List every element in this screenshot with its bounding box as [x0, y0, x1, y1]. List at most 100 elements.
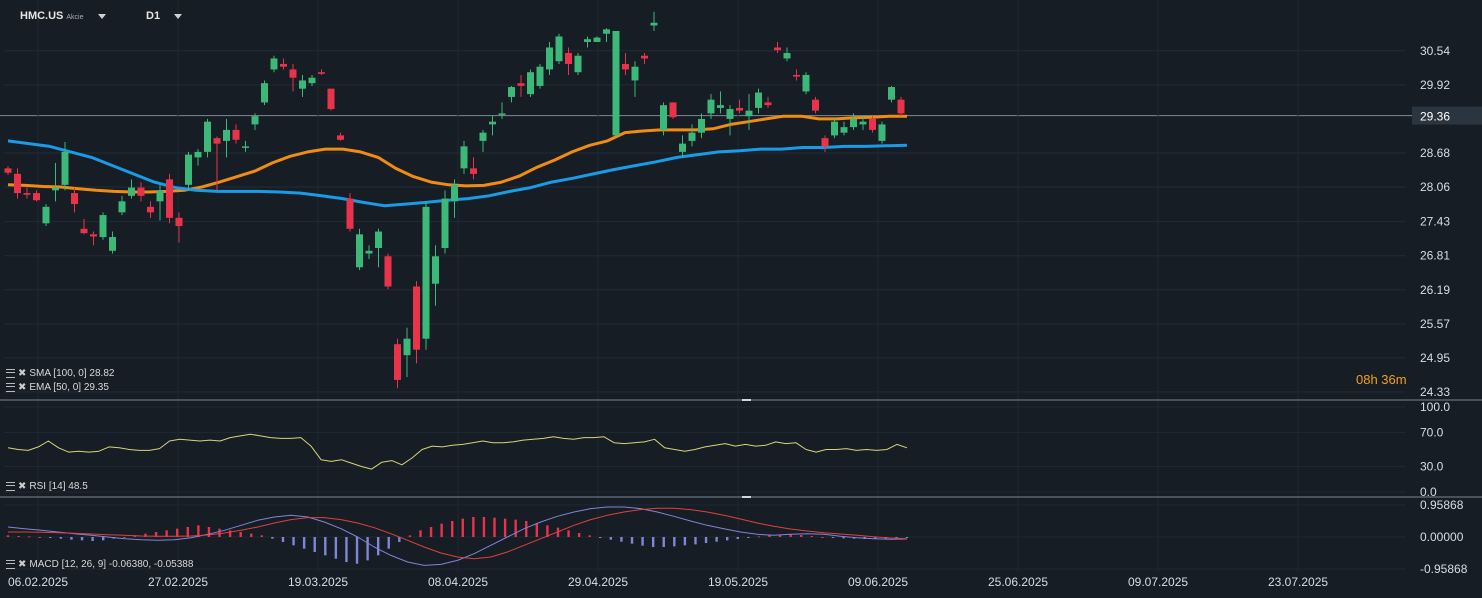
- candle: [280, 58, 287, 70]
- macd-histogram-bar: [778, 534, 782, 537]
- candle: [783, 47, 791, 62]
- rsi-legend[interactable]: ✖ RSI [14] 48.5: [6, 481, 88, 492]
- candle: [755, 88, 762, 114]
- settings-icon[interactable]: [6, 482, 15, 491]
- price-tick-label: 26.81: [1420, 249, 1450, 263]
- price-grid: [0, 0, 1412, 572]
- candle: [422, 201, 430, 350]
- candle: [128, 179, 135, 199]
- candle: [175, 212, 183, 243]
- candle-body: [489, 121, 496, 125]
- candle: [99, 212, 107, 240]
- candle: [479, 129, 487, 152]
- pane-resize-handle: [742, 496, 751, 498]
- candle: [631, 61, 639, 97]
- macd-histogram-bar: [144, 533, 147, 537]
- close-icon[interactable]: ✖: [18, 368, 27, 379]
- macd-legend[interactable]: ✖ MACD [12, 26, 9] -0.06380, -0.05388: [6, 559, 193, 570]
- close-icon[interactable]: ✖: [18, 559, 27, 570]
- candle-body: [669, 102, 677, 118]
- symbol-chevron-down-icon[interactable]: [98, 14, 106, 19]
- price-tick-label: 26.19: [1420, 283, 1450, 297]
- candle: [384, 253, 392, 290]
- candle-body: [346, 198, 354, 229]
- price-tick-label: 30.54: [1420, 44, 1450, 58]
- macd-histogram-bar: [239, 531, 242, 537]
- macd-histogram-bar: [726, 537, 729, 541]
- rsi-tick-label: 30.0: [1420, 460, 1444, 474]
- timeframe-chevron-down-icon[interactable]: [174, 14, 182, 19]
- candle-body: [660, 105, 667, 130]
- candle-body: [565, 52, 572, 64]
- candle-body: [603, 29, 610, 34]
- candle-body: [147, 206, 154, 213]
- candle-body: [280, 63, 287, 67]
- macd-histogram-bar: [651, 537, 655, 548]
- sma-legend[interactable]: ✖ SMA [100, 0] 28.82: [6, 368, 114, 379]
- time-tick-label: 27.02.2025: [148, 575, 208, 589]
- candle-body: [33, 193, 40, 201]
- candle: [460, 140, 468, 174]
- settings-icon[interactable]: [6, 369, 15, 378]
- candle: [451, 179, 458, 218]
- candle-body: [631, 66, 639, 81]
- candle-body: [23, 193, 31, 195]
- macd-histogram-bar: [514, 519, 517, 537]
- macd-histogram-bar: [556, 527, 560, 537]
- candle: [375, 228, 382, 268]
- candle: [52, 162, 59, 202]
- macd-tick-label: -0.95868: [1420, 562, 1468, 576]
- candle: [802, 72, 810, 95]
- close-icon[interactable]: ✖: [18, 481, 27, 492]
- symbol-selector[interactable]: HMC.US Akcie: [20, 10, 84, 22]
- candle: [764, 96, 772, 108]
- candle-body: [774, 47, 781, 51]
- candle: [593, 36, 601, 42]
- macd-histogram-bar: [810, 535, 814, 537]
- candle-body: [109, 237, 116, 251]
- candle: [223, 118, 230, 158]
- candle-body: [802, 74, 810, 92]
- candle: [612, 30, 620, 136]
- candle: [622, 52, 629, 75]
- macd-histogram-bar: [408, 535, 412, 537]
- macd-histogram-bar: [324, 537, 327, 556]
- macd-histogram-bar: [281, 537, 285, 543]
- macd-histogram-bar: [546, 525, 549, 537]
- candle-body: [612, 30, 620, 136]
- settings-icon[interactable]: [6, 383, 15, 392]
- candle-body: [251, 116, 259, 125]
- macd-histogram-bar: [197, 525, 200, 537]
- macd-histogram-bar: [123, 537, 126, 538]
- candle: [137, 182, 145, 202]
- candle: [213, 136, 221, 191]
- candle-body: [764, 102, 772, 106]
- price-axis: 30.54 29.92 29.36 28.68 28.06 27.43 26.81 26.19…: [1412, 44, 1482, 576]
- candle-body: [318, 72, 325, 74]
- current-price-label: 29.36: [1420, 110, 1450, 124]
- ema-legend[interactable]: ✖ EMA [50, 0] 29.35: [6, 382, 109, 393]
- macd-histogram-bar: [207, 526, 211, 537]
- timeframe-selector[interactable]: D1: [146, 10, 160, 22]
- candle-body: [831, 121, 838, 136]
- candle-body: [460, 146, 468, 169]
- candle-body: [821, 138, 829, 147]
- rsi-tick-label: 70.0: [1420, 426, 1444, 440]
- close-icon[interactable]: ✖: [18, 382, 27, 393]
- rsi-polyline: [7, 433, 908, 470]
- macd-histogram-bar: [260, 535, 264, 537]
- macd-histogram-bar: [366, 537, 369, 561]
- candle: [204, 118, 211, 158]
- settings-icon[interactable]: [6, 560, 15, 569]
- macd-histogram-bar: [38, 537, 41, 538]
- macd-histogram-bar: [91, 537, 94, 542]
- candle: [546, 41, 553, 75]
- macd-histogram-bar: [49, 537, 52, 538]
- candle-body: [745, 110, 753, 117]
- pane-separators[interactable]: [0, 399, 1482, 498]
- time-axis: 06.02.2025 27.02.2025 19.03.2025 08.04.2025…: [8, 575, 1328, 589]
- candle-body: [413, 286, 420, 350]
- candle: [821, 135, 829, 152]
- candle-body: [622, 63, 629, 70]
